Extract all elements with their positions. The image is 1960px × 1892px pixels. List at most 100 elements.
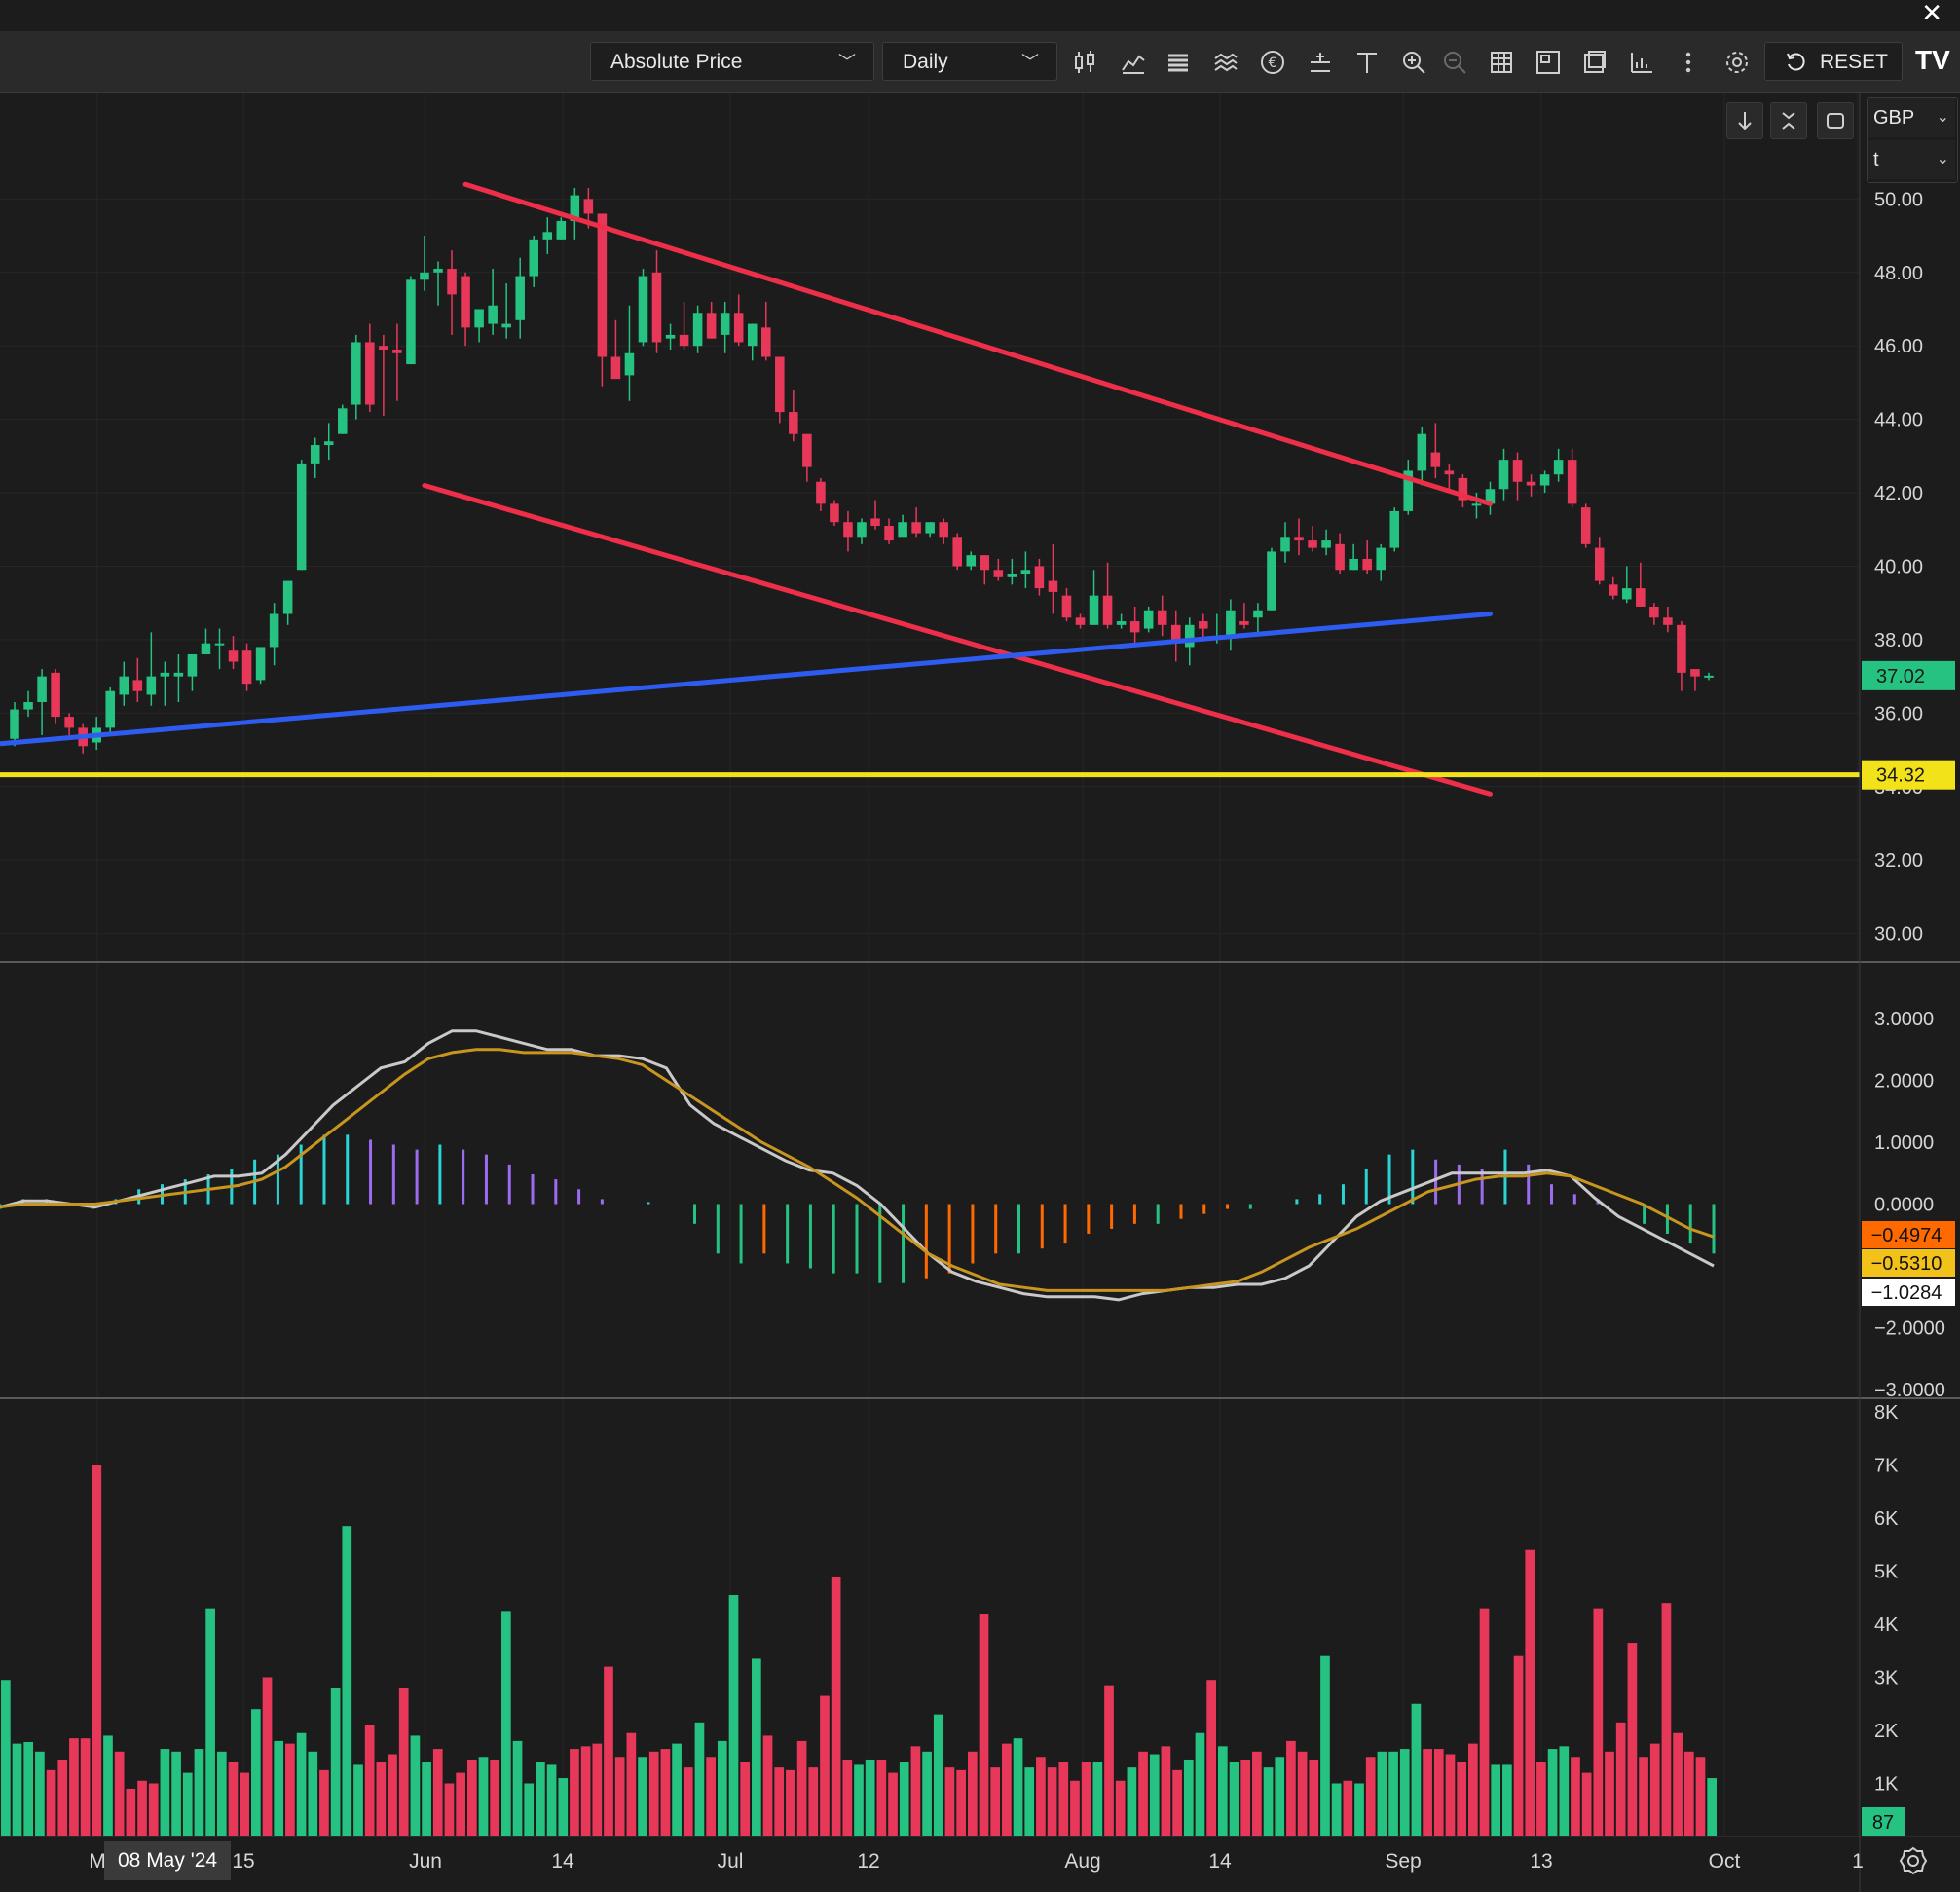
candle-body (132, 680, 143, 691)
candle-body (37, 676, 47, 703)
currency-icon[interactable]: € (1259, 49, 1286, 76)
layout-icon[interactable] (1535, 49, 1562, 76)
candle-body (1553, 460, 1564, 475)
multi-line-icon[interactable] (1212, 49, 1239, 76)
volume-bar (933, 1714, 943, 1836)
candle-body (379, 346, 388, 350)
candle-body (1471, 503, 1482, 506)
scroll-down-button[interactable] (1726, 102, 1763, 139)
volume-bar (1627, 1643, 1638, 1836)
candle-body (51, 672, 60, 718)
volume-bar (1707, 1778, 1717, 1836)
macd-tag-text: −0.5310 (1871, 1253, 1942, 1275)
price-tick-label: 40.00 (1874, 556, 1923, 577)
volume-bar (262, 1677, 273, 1836)
time-tick-label: M (89, 1850, 106, 1873)
volume-bar (1286, 1740, 1296, 1836)
candle-body (269, 613, 279, 648)
candle-body (515, 276, 525, 320)
price-tick-label: 38.00 (1874, 630, 1923, 651)
volume-bar (1104, 1685, 1114, 1836)
volume-bar (740, 1762, 751, 1836)
macd-tag-text: −0.4974 (1871, 1225, 1942, 1246)
volume-bar (330, 1688, 341, 1836)
volume-tick-label: 6K (1874, 1508, 1899, 1530)
candle-body (1143, 610, 1154, 629)
volume-bar (1423, 1749, 1432, 1836)
volume-tag-text: 87 (1872, 1812, 1894, 1834)
volume-bar (92, 1465, 102, 1836)
candle-body (23, 702, 33, 710)
trendline (422, 483, 1493, 797)
candle-body (228, 650, 239, 662)
volume-bar (240, 1772, 250, 1836)
currency-scale-panel (1867, 97, 1958, 183)
volume-tick-label: 2K (1874, 1721, 1899, 1742)
chevron-down-icon: ﹀ (1021, 53, 1039, 72)
volume-bar (1536, 1762, 1546, 1836)
candle-body (1389, 510, 1400, 548)
interval-dropdown[interactable]: Daily ﹀ (882, 42, 1057, 81)
more-icon[interactable] (1675, 49, 1702, 76)
candle-body (1636, 588, 1646, 607)
macd-tag-bg (1862, 1279, 1955, 1306)
candle-body (1239, 621, 1249, 625)
candle-body (1294, 537, 1304, 541)
table-icon[interactable] (1488, 49, 1515, 76)
volume-bar (1683, 1751, 1694, 1836)
indicators-icon[interactable] (1628, 49, 1655, 76)
bars-icon[interactable] (1165, 49, 1192, 76)
currency-select[interactable]: GBP ⌄ (1868, 98, 1955, 137)
candle-body (830, 503, 839, 523)
volume-bar (1559, 1746, 1570, 1836)
save-icon[interactable] (1581, 49, 1609, 76)
candle-body (1129, 621, 1140, 633)
close-icon[interactable]: ✕ (1921, 0, 1942, 27)
settings-icon[interactable] (1723, 49, 1751, 76)
volume-bar (1411, 1703, 1422, 1836)
text-icon[interactable] (1353, 49, 1381, 76)
price-mode-dropdown[interactable]: Absolute Price ﹀ (590, 42, 874, 81)
collapse-button[interactable] (1770, 102, 1807, 139)
macd-tick-label: 3.0000 (1874, 1009, 1934, 1030)
volume-bar (990, 1767, 1001, 1836)
reset-icon (1787, 53, 1805, 71)
volume-bar (1127, 1767, 1137, 1836)
volume-value-tag: 87 (1862, 1807, 1905, 1836)
trendline (462, 181, 1493, 506)
candle-body (214, 643, 225, 646)
volume-bar (865, 1759, 875, 1836)
zoom-out-icon[interactable] (1441, 49, 1468, 76)
volume-bar (171, 1751, 181, 1836)
candle-body (1677, 624, 1686, 673)
candlestick-icon[interactable] (1071, 49, 1098, 76)
volume-bar (1058, 1762, 1069, 1836)
axis-settings-icon[interactable] (1897, 1844, 1930, 1877)
measure-icon[interactable] (1307, 49, 1334, 76)
volume-bar (1547, 1749, 1558, 1836)
price-tick-label: 42.00 (1874, 483, 1923, 504)
time-tick-label: 14 (551, 1850, 574, 1873)
volume-bar (1331, 1783, 1342, 1836)
candle-body (105, 690, 116, 728)
volume-bar (137, 1780, 147, 1836)
zoom-in-icon[interactable] (1400, 49, 1427, 76)
reset-button[interactable]: RESET (1764, 42, 1903, 81)
chart-toolbar: Absolute Price ﹀ Daily ﹀ € RESET TV (0, 31, 1960, 93)
line-chart-icon[interactable] (1120, 49, 1147, 76)
volume-bar (1581, 1772, 1592, 1836)
candle-body (597, 213, 608, 357)
candle-body (1116, 621, 1127, 625)
volume-bar (148, 1783, 159, 1836)
refresh-button[interactable] (1817, 102, 1854, 139)
chart-area[interactable]: 50.00 48.00 46.00 44.00 42.00 40.00 38.00 36.00… (0, 93, 1960, 1892)
trendline-overlays[interactable] (0, 181, 1860, 797)
candle-body (1102, 595, 1113, 625)
volume-bar (820, 1695, 830, 1836)
time-tick-label: Sep (1385, 1850, 1421, 1873)
scale-select[interactable]: t ⌄ (1868, 140, 1955, 179)
volume-bar (774, 1767, 785, 1836)
volume-bar (638, 1757, 647, 1836)
candle-body (692, 313, 703, 347)
candle-body (1157, 610, 1167, 625)
